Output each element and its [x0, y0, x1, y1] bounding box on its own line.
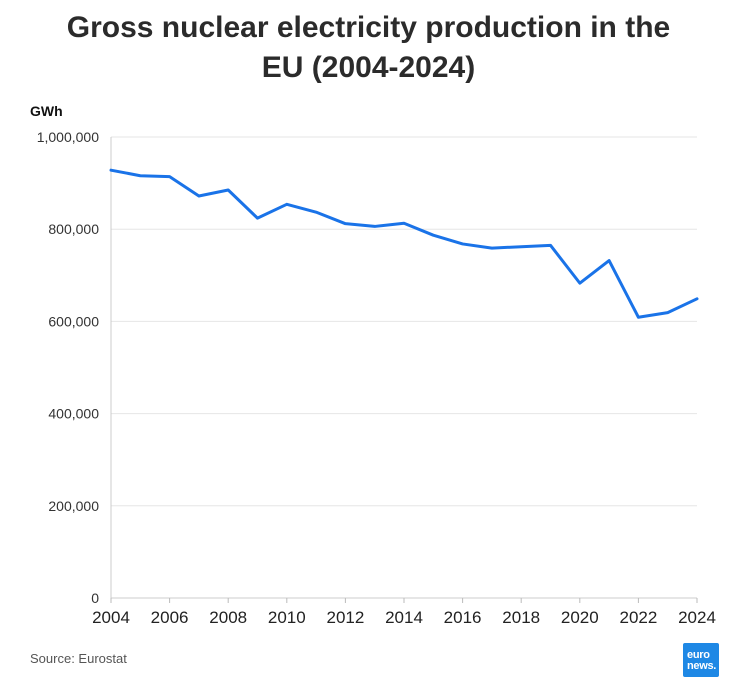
x-tick-label: 2006	[151, 608, 189, 627]
y-tick-label: 0	[91, 590, 99, 606]
y-tick-label: 400,000	[48, 406, 99, 422]
x-tick-label: 2018	[502, 608, 540, 627]
x-tick-label: 2022	[619, 608, 657, 627]
logo-text-line-2: news.	[687, 660, 717, 672]
x-tick-label: 2014	[385, 608, 423, 627]
chart-title-line-1: Gross nuclear electricity production in …	[66, 11, 671, 44]
x-tick-label: 2008	[209, 608, 247, 627]
x-tick-label: 2012	[326, 608, 364, 627]
y-tick-label: 600,000	[48, 313, 99, 329]
x-tick-label: 2024	[678, 608, 716, 627]
gridlines	[110, 136, 697, 599]
y-tick-label: 800,000	[48, 221, 99, 237]
x-tick-label: 2016	[444, 608, 482, 627]
x-tick-label: 2010	[268, 608, 306, 627]
x-tick-label: 2004	[92, 608, 130, 627]
logo-text-line-1: euro	[687, 649, 710, 661]
y-tick-label: 200,000	[48, 498, 99, 514]
y-axis-ticks: 0 200,000 400,000 600,000 800,000 1,000,000	[37, 129, 100, 606]
chart-title: Gross nuclear electricity production in …	[0, 8, 737, 88]
source-note: Source: Eurostat	[30, 651, 127, 666]
euronews-logo: euro news.	[683, 643, 719, 677]
x-tick-label: 2020	[561, 608, 599, 627]
y-axis-unit-label: GWh	[30, 103, 63, 119]
chart-title-line-2: EU (2004-2024)	[261, 51, 476, 84]
series-group	[109, 168, 699, 319]
x-axis-ticks: 2004 2006 2008 2010 2012 2014 2016 2018 2020 2022…	[92, 598, 716, 627]
y-tick-label: 1,000,000	[37, 129, 99, 145]
series-line-0	[109, 168, 699, 319]
